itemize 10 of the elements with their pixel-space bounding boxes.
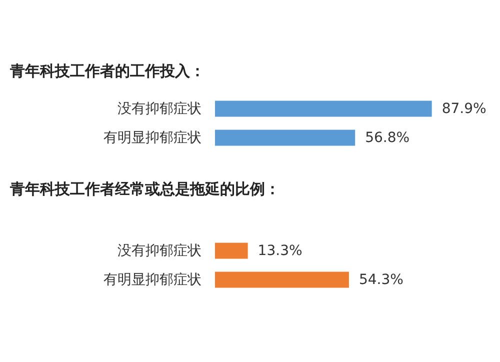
y-tick-label: 有明显抑郁症状 [104,130,202,146]
data-label: 54.3% [358,272,404,288]
data-label: 13.3% [258,242,302,259]
chart-title: 青年科技工作者的工作投入： [9,62,205,80]
data-label: 87.9% [442,100,486,117]
y-tick-label: 有明显抑郁症状 [104,272,202,288]
y-tick-label: 没有抑郁症状 [118,100,202,117]
y-tick-label: 没有抑郁症状 [118,242,202,259]
data-label: 56.8% [365,130,410,146]
chart-title: 青年科技工作者经常或总是拖延的比例： [9,180,280,198]
